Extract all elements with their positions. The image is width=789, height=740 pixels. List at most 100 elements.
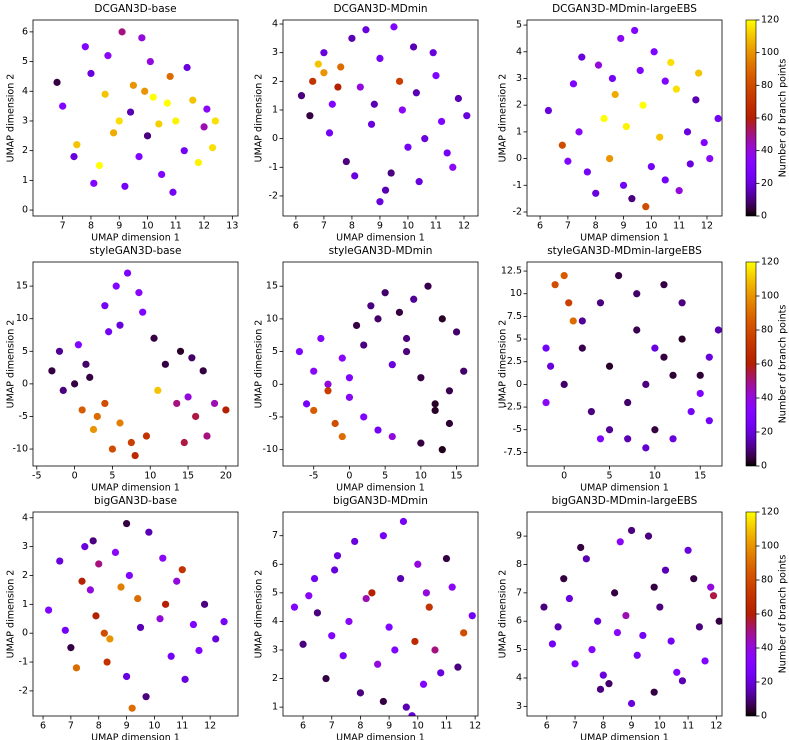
y-tick-label: 0 [22, 378, 28, 389]
point [468, 612, 476, 620]
colorbar-tick-label: 60 [761, 113, 773, 124]
point [374, 315, 382, 323]
point [324, 380, 332, 388]
point [370, 100, 378, 108]
axes-frame [526, 19, 723, 217]
point [310, 406, 318, 415]
point [606, 154, 614, 163]
point [701, 657, 709, 665]
point [325, 129, 334, 137]
y-axis-label: UMAP dimension 2 [254, 570, 265, 659]
y-tick-label: 0 [272, 379, 278, 390]
point [611, 90, 619, 99]
x-tick-label: 7 [68, 721, 74, 732]
y-tick-label: 3 [272, 47, 278, 58]
x-tick-label: 7 [565, 221, 571, 232]
point [608, 74, 616, 83]
point [180, 438, 188, 447]
y-tick-label: 6 [272, 559, 278, 570]
point [195, 646, 203, 655]
y-tick-label: -1 [513, 180, 522, 191]
x-tick-label: 9 [386, 721, 392, 732]
point [87, 69, 95, 78]
point [173, 577, 181, 585]
x-tick-label: 15 [694, 471, 706, 482]
point [642, 380, 650, 388]
point [59, 386, 67, 394]
point [675, 187, 683, 195]
point [715, 617, 722, 625]
x-tick-label: 12 [198, 221, 210, 232]
point [105, 328, 113, 336]
point [669, 371, 677, 379]
colorbar-tick-label: 80 [761, 80, 773, 91]
colorbar-label: Number of branch points [778, 305, 789, 424]
point [356, 83, 364, 91]
panel: 6 7 8 9 10 11 12-2-1012345DCGAN3D-MDmin-largeE… [498, 3, 789, 244]
point [647, 162, 655, 171]
point [122, 519, 131, 528]
x-tick-label: 0 [561, 471, 567, 482]
point [424, 282, 432, 290]
point [92, 612, 100, 620]
y-tick-label: 6 [516, 616, 522, 627]
point [656, 603, 664, 611]
point [53, 78, 61, 86]
point [582, 555, 590, 563]
y-tick-label: 4 [272, 616, 278, 627]
point [578, 53, 586, 61]
axes-frame [282, 261, 479, 467]
point [117, 583, 125, 591]
colorbar-tick-label: 20 [761, 427, 773, 438]
panel-title: DCGAN3D-MDmin-largeEBS [552, 3, 697, 15]
y-tick-label: 5 [272, 346, 278, 357]
colorbar-label: Number of branch points [778, 555, 789, 674]
y-axis-label: UMAP dimension 2 [6, 570, 17, 659]
point [656, 133, 664, 141]
y-tick-label: -1 [269, 162, 278, 173]
point [81, 543, 89, 551]
colorbar-tick-label: 60 [761, 609, 773, 620]
y-axis-label: UMAP dimension 2 [6, 74, 17, 163]
point [116, 321, 124, 329]
point [161, 360, 169, 368]
point [220, 618, 228, 626]
point [449, 163, 457, 171]
point [360, 413, 368, 421]
axes-frame [32, 19, 239, 217]
y-axis-label: UMAP dimension 2 [6, 320, 17, 409]
point [540, 603, 548, 611]
x-axis-label: UMAP dimension 1 [580, 483, 669, 494]
point [86, 373, 94, 381]
point [622, 122, 630, 131]
y-tick-label: 5 [516, 334, 522, 345]
point [129, 81, 137, 89]
point [125, 571, 133, 580]
axes-frame [282, 511, 479, 717]
point [454, 94, 462, 103]
point [200, 600, 209, 608]
colorbar-label: Number of branch points [778, 59, 789, 178]
point [381, 289, 389, 297]
point [297, 92, 306, 100]
x-tick-label: 6 [293, 221, 299, 232]
y-tick-label: 5 [516, 644, 522, 655]
y-tick-label: -10 [262, 444, 278, 455]
y-tick-label: 3 [22, 115, 28, 126]
point [605, 362, 614, 370]
point [158, 170, 166, 179]
y-axis-label: UMAP dimension 2 [254, 320, 265, 409]
y-tick-label: 2 [272, 673, 278, 684]
point [396, 574, 405, 583]
point [642, 203, 650, 211]
point [695, 623, 703, 631]
point [588, 646, 596, 654]
point [437, 669, 445, 677]
point [180, 147, 188, 155]
point [351, 537, 359, 546]
point [587, 408, 595, 416]
point [337, 63, 345, 71]
x-tick-label: 8 [349, 221, 355, 232]
point [189, 620, 198, 629]
